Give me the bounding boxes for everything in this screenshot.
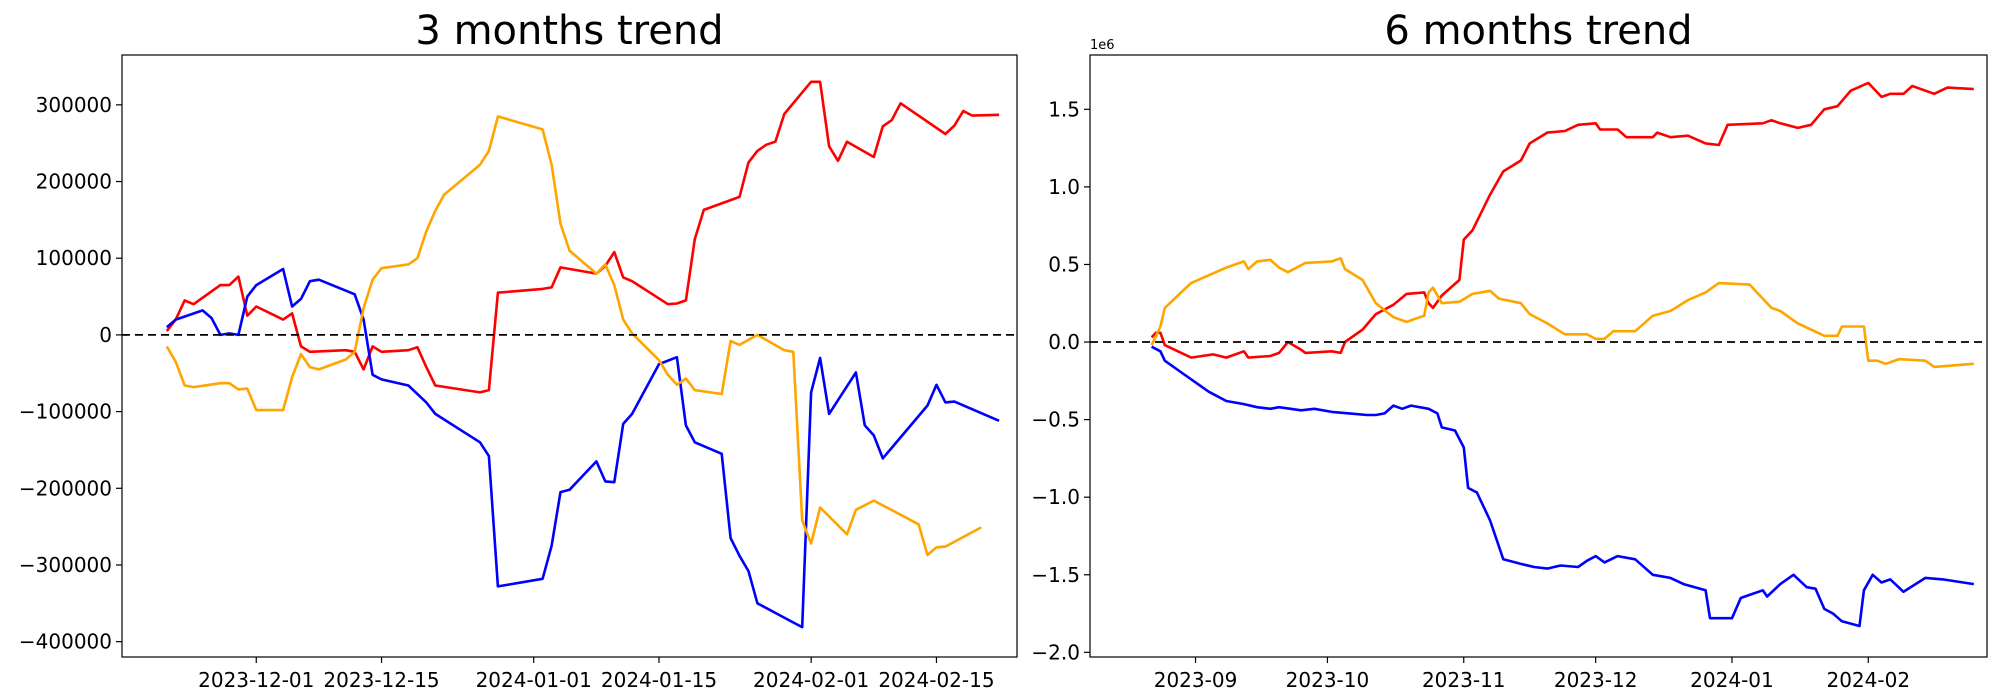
x-tick-label: 2023-09: [1154, 668, 1238, 692]
y-tick-label: −0.5: [1031, 408, 1080, 432]
x-tick-label: 2023-10: [1286, 668, 1370, 692]
y-tick-label: 100000: [36, 246, 112, 270]
chart-2: 6 months trend 1.5 1.0 0.5 0.0 −0.5 −1.0 −1.5 −2…: [1031, 8, 1988, 692]
y-tick-label: 0.5: [1048, 252, 1080, 276]
y-tick-label: 1.5: [1048, 97, 1080, 121]
chart-title: 6 months trend: [1384, 8, 1692, 54]
y-tick-label: 1.0: [1048, 175, 1080, 199]
series-line-1: [1150, 81, 1974, 359]
y-offset-label: 1e6: [1090, 38, 1115, 53]
plot-frame: [121, 54, 1018, 658]
series-line-3: [1150, 256, 1974, 369]
x-tick-label: 2024-02-15: [878, 668, 994, 692]
y-tick-label: −300000: [19, 553, 112, 577]
x-tick-label: 2024-02: [1826, 668, 1910, 692]
y-tick-label: −1.0: [1031, 485, 1080, 509]
y-tick-label: −2.0: [1031, 640, 1080, 664]
series-line-2: [165, 267, 1000, 629]
series-line-2: [1150, 345, 1974, 628]
x-tick-label: 2023-12: [1554, 668, 1638, 692]
x-tick-label: 2023-11: [1422, 668, 1506, 692]
y-tick-label: 0.0: [1048, 330, 1080, 354]
x-tick-label: 2024-01-01: [476, 668, 592, 692]
y-tick-label: −1.5: [1031, 563, 1080, 587]
x-tick-label: 2023-12-01: [198, 668, 314, 692]
x-tick-label: 2024-01-15: [601, 668, 717, 692]
series-line-3: [165, 115, 982, 557]
x-tick-label: 2024-02-01: [753, 668, 869, 692]
y-tick-label: 300000: [36, 93, 112, 117]
y-tick-label: −400000: [19, 630, 112, 654]
y-tick-label: −200000: [19, 476, 112, 500]
x-tick-label: 2024-01: [1690, 668, 1774, 692]
series-line-1: [165, 80, 1000, 394]
y-tick-label: −100000: [19, 400, 112, 424]
plot-frame: [1089, 54, 1988, 658]
chart-title: 3 months trend: [415, 8, 723, 54]
chart-1: 3 months trend 300000 200000 100000 0 −100000…: [19, 8, 1018, 692]
y-tick-label: 0: [99, 323, 112, 347]
y-tick-label: 200000: [36, 170, 112, 194]
x-tick-label: 2023-12-15: [323, 668, 439, 692]
